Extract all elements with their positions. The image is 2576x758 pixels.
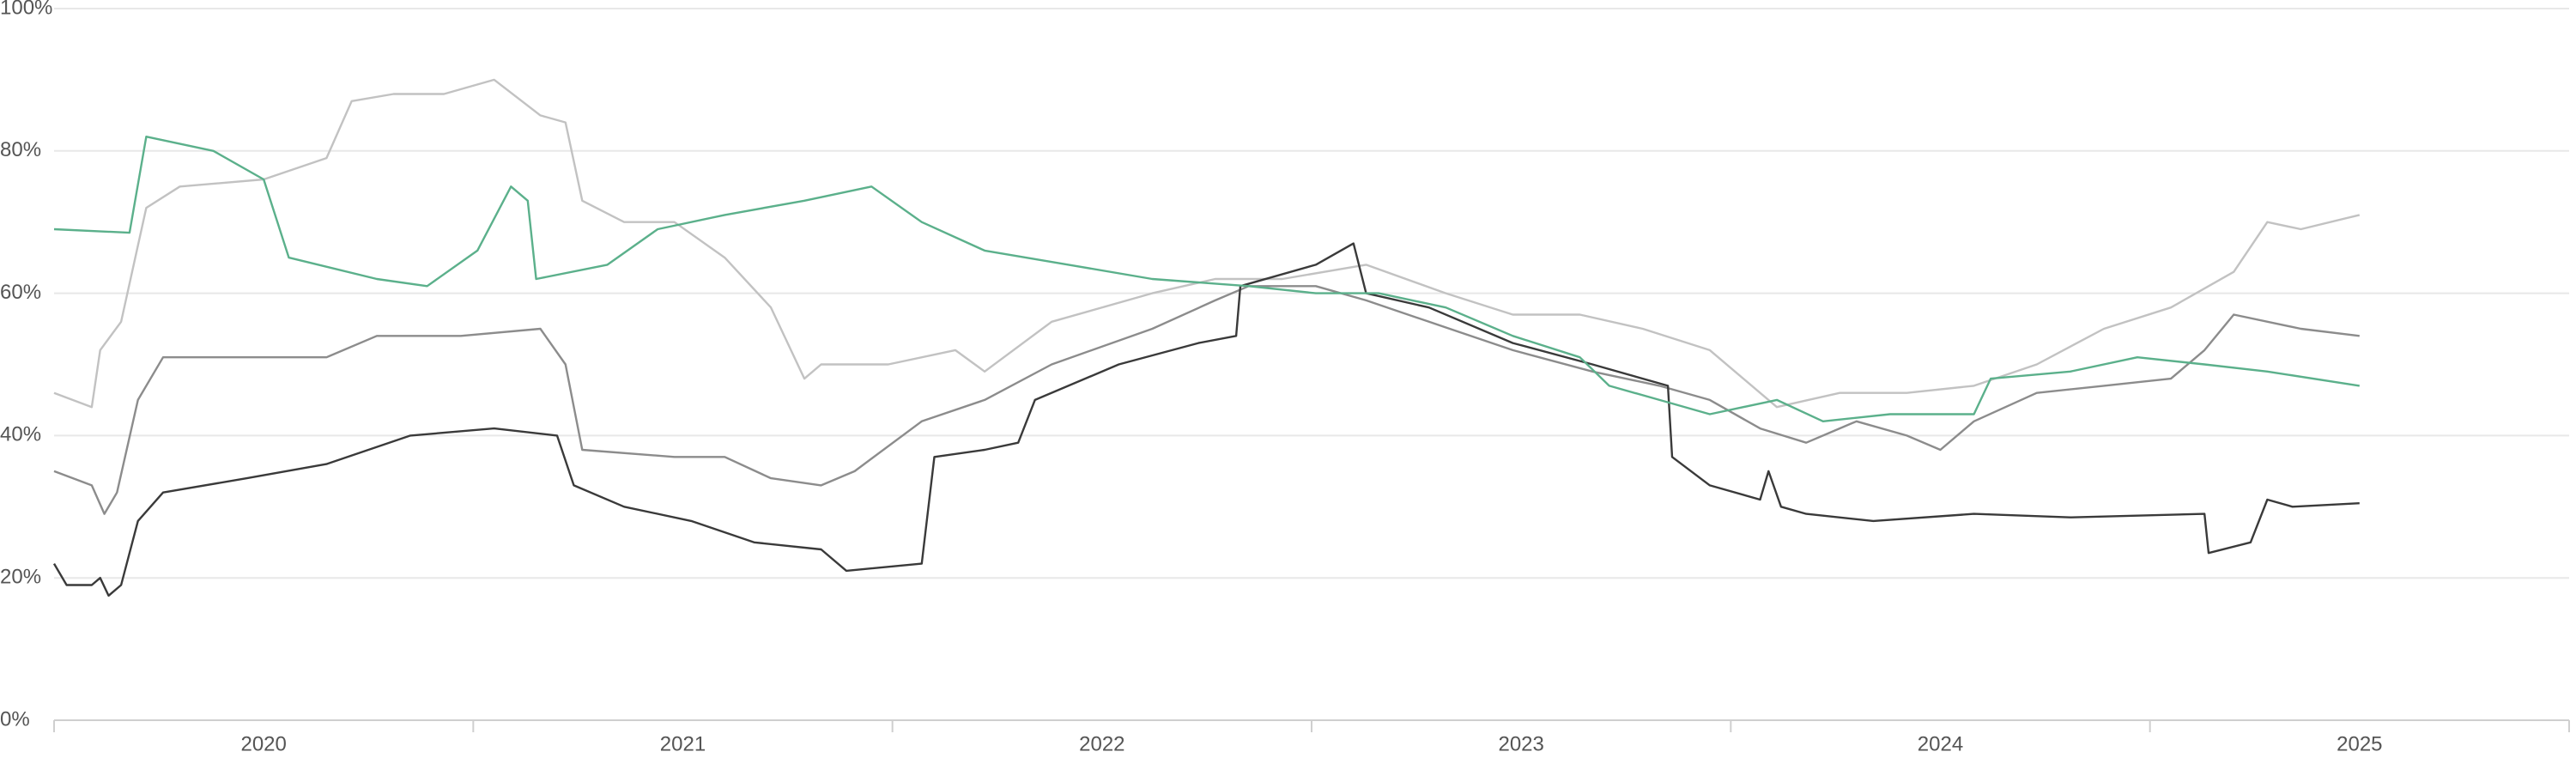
series-line — [53, 78, 2361, 409]
x-tick-label: 2024 — [1918, 732, 1963, 754]
series-line — [52, 242, 2360, 597]
y-tick-label: 80% — [0, 138, 41, 161]
y-tick-label: 20% — [0, 566, 41, 589]
y-tick-label: 60% — [0, 281, 41, 304]
x-tick-label: 2023 — [1498, 732, 1543, 754]
y-tick-label: 100% — [0, 0, 52, 19]
x-tick-label: 2021 — [660, 732, 706, 754]
x-tick-label: 2020 — [240, 732, 286, 754]
y-tick-label: 0% — [0, 707, 30, 731]
series-line — [53, 135, 2360, 422]
x-tick-label: 2025 — [2337, 732, 2382, 754]
y-tick-label: 40% — [0, 423, 41, 446]
x-tick-label: 2022 — [1079, 732, 1124, 754]
series-line — [53, 285, 2360, 515]
